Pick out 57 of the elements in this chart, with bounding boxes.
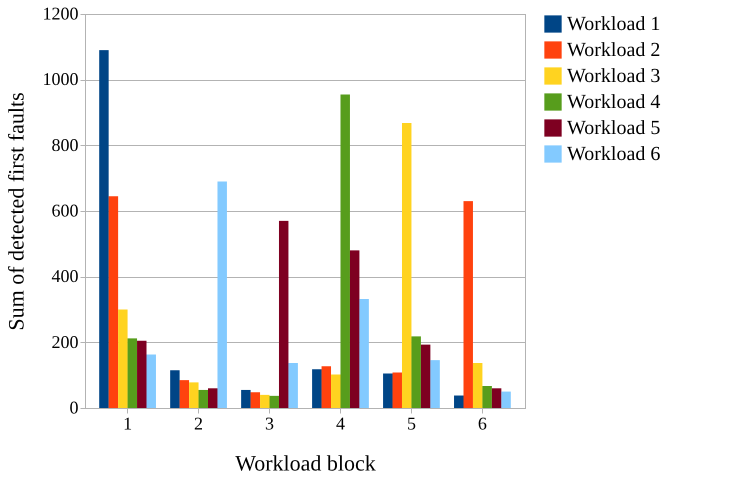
y-tick-label: 1200 [42, 4, 78, 24]
bar [278, 220, 288, 408]
x-tick-label: 5 [406, 414, 416, 434]
bar [383, 374, 393, 408]
y-tick-label: 600 [52, 200, 78, 220]
x-tick-label: 4 [336, 414, 345, 434]
legend-label: Workload 4 [567, 91, 660, 113]
legend-label: Workload 5 [567, 117, 660, 139]
x-tick-label: 3 [265, 414, 274, 434]
bar [392, 372, 402, 408]
bar [312, 369, 322, 408]
bar [99, 50, 109, 408]
bar [430, 360, 440, 408]
bar [472, 363, 482, 408]
y-tick-label: 0 [70, 398, 78, 418]
y-tick-label: 200 [52, 332, 78, 352]
bar [331, 374, 340, 408]
x-tick-label: 2 [194, 414, 204, 434]
bar [463, 201, 473, 408]
bar [288, 363, 298, 408]
x-tick-label: 6 [478, 414, 487, 434]
bar [454, 396, 464, 408]
bar [217, 181, 227, 408]
legend-label: Workload 3 [567, 65, 660, 87]
bar [198, 390, 208, 408]
bar [108, 196, 118, 408]
bar [170, 370, 180, 408]
bar [180, 380, 190, 408]
bar [492, 388, 502, 408]
bar [250, 392, 260, 408]
x-axis-title: Workload block [235, 450, 376, 476]
bar [322, 366, 332, 408]
legend-label: Workload 1 [567, 13, 660, 35]
bar [402, 123, 412, 408]
bar [208, 388, 218, 408]
y-tick-label: 1000 [42, 69, 78, 90]
y-tick-label: 800 [52, 134, 78, 155]
bar [137, 340, 147, 408]
bar [260, 394, 270, 408]
bar [146, 354, 156, 408]
bar [420, 344, 430, 408]
bar [340, 94, 350, 408]
bar [501, 392, 511, 408]
bar [128, 338, 138, 408]
bar [359, 298, 369, 408]
bar [189, 382, 199, 408]
legend-label: Workload 6 [567, 143, 660, 165]
bar [241, 390, 251, 408]
bar [350, 250, 360, 408]
y-tick-label: 400 [52, 266, 78, 286]
legend-label: Workload 2 [567, 39, 660, 61]
bar [270, 396, 279, 408]
x-tick-label: 1 [123, 414, 132, 434]
y-axis-title: Sum of detected first faults [4, 92, 28, 331]
bar [482, 386, 492, 408]
bar [411, 336, 421, 408]
bar [118, 310, 128, 408]
